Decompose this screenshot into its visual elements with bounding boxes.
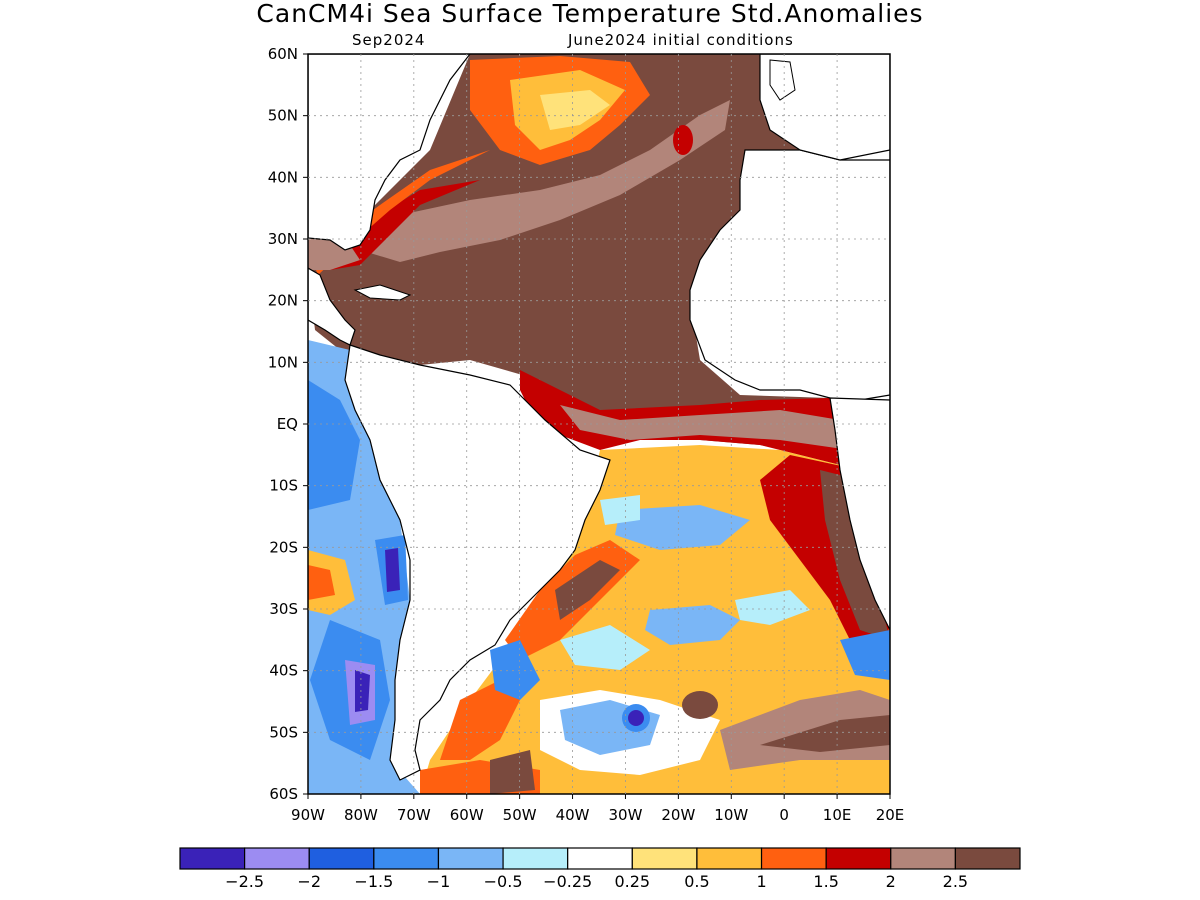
- labrador-warm-pale: [540, 90, 610, 130]
- colorbar: [179, 847, 1021, 870]
- subtitle-initial-conditions: June2024 initial conditions: [567, 31, 794, 49]
- lat-tick-label: 50N: [268, 107, 298, 125]
- colorbar-swatch: [373, 847, 440, 870]
- colorbar-swatch: [244, 847, 310, 870]
- brazil-current-brown: [555, 560, 620, 620]
- patagonia-shelf-cool: [490, 640, 540, 700]
- central-america-land: [308, 267, 356, 346]
- colorbar-label: 0.5: [684, 872, 709, 891]
- lon-tick-label: 90W: [291, 806, 325, 824]
- chile-coast-core: [385, 548, 400, 592]
- lat-tick-label: 60N: [268, 45, 298, 63]
- cool-patch-5: [735, 590, 810, 625]
- south-america-land: [344, 344, 611, 781]
- colorbar-swatch: [760, 847, 827, 870]
- cool-patch-4: [560, 625, 650, 670]
- lat-tick-label: 60S: [269, 785, 298, 803]
- colorbar-label: −2: [297, 872, 321, 891]
- benguela-brown: [820, 470, 890, 640]
- lat-tick-label: 40S: [269, 662, 298, 680]
- subantarctic-dark-band: [760, 715, 890, 752]
- lat-tick-label: 50S: [269, 723, 298, 741]
- lon-tick-label: 0: [779, 806, 789, 824]
- cool-patch-3: [645, 605, 740, 645]
- africa-land: [689, 149, 890, 401]
- lat-tick-label: 40N: [268, 168, 298, 186]
- colorbar-label: 0.25: [614, 872, 650, 891]
- se-pacific-core-2: [355, 670, 370, 712]
- lat-tick-label: 20S: [269, 538, 298, 556]
- latitude-ticks: 60N 50N 40N 30N 20N 10N EQ 10S 20S 30S 40S 50S 60S: [268, 45, 308, 803]
- lon-tick-label: 30W: [608, 806, 642, 824]
- lon-tick-label: 70W: [397, 806, 431, 824]
- colorbar-label: −2.5: [225, 872, 264, 891]
- mid-atlantic-red-spot: [673, 125, 693, 155]
- colorbar-swatch: [437, 847, 504, 870]
- patagonia-shelf-warm: [440, 680, 520, 760]
- colorbar-swatch: [696, 847, 763, 870]
- cool-core-inner: [628, 710, 644, 726]
- cool-patch-1: [615, 505, 750, 550]
- lon-tick-label: 60W: [450, 806, 484, 824]
- colorbar-label: −0.5: [484, 872, 523, 891]
- caribbean-light-band: [308, 230, 360, 270]
- colorbar-label: 2.5: [943, 872, 968, 891]
- lon-tick-label: 40W: [556, 806, 590, 824]
- equatorial-light-band: [560, 405, 850, 450]
- colorbar-swatch: [308, 847, 375, 870]
- colorbar-labels: −2.5 −2 −1.5 −1 −0.5 −0.25 0.25 0.5 1 1.5 2 2.5: [225, 872, 968, 891]
- south-atlantic-cool-east: [840, 630, 890, 680]
- colorbar-label: −1: [427, 872, 451, 891]
- lat-tick-label: 10N: [268, 353, 298, 371]
- lat-tick-label: EQ: [277, 415, 298, 433]
- se-pacific-cool-inner: [308, 380, 360, 510]
- longitude-ticks: 90W 80W 70W 60W 50W 40W 30W 20W 10W 0 10E 20E: [291, 794, 904, 824]
- colorbar-label: 1.5: [813, 872, 838, 891]
- subantarctic-brown-band: [720, 690, 890, 770]
- lat-tick-label: 20N: [268, 292, 298, 310]
- se-pacific-warm-orange: [308, 565, 335, 600]
- lon-tick-label: 80W: [344, 806, 378, 824]
- chart-title: CanCM4i Sea Surface Temperature Std.Anom…: [256, 0, 923, 28]
- colorbar-swatch: [502, 847, 569, 870]
- southern-africa-land: [829, 397, 890, 631]
- warm-eddy-brown: [682, 691, 718, 719]
- lat-tick-label: 30N: [268, 230, 298, 248]
- colorbar-swatch: [179, 847, 246, 870]
- colorbar-swatch: [631, 847, 698, 870]
- lon-tick-label: 10E: [823, 806, 852, 824]
- colorbar-label: 2: [886, 872, 896, 891]
- colorbar-label: −0.25: [543, 872, 592, 891]
- graticule: [308, 54, 890, 794]
- colorbar-swatch: [890, 847, 956, 870]
- colorbar-label: −1.5: [354, 872, 393, 891]
- cool-patch-2: [600, 495, 640, 525]
- lon-tick-label: 10W: [714, 806, 748, 824]
- lon-tick-label: 20E: [876, 806, 905, 824]
- gulf-stream-red: [330, 180, 480, 270]
- anomaly-map: [308, 54, 890, 794]
- drake-passage-brown: [490, 750, 535, 794]
- colorbar-swatch: [567, 847, 633, 870]
- colorbar-label: 1: [756, 872, 766, 891]
- lat-tick-label: 10S: [269, 477, 298, 495]
- north-america-land: [308, 54, 471, 251]
- lat-tick-label: 30S: [269, 600, 298, 618]
- lon-tick-label: 20W: [661, 806, 695, 824]
- colorbar-swatch: [825, 847, 892, 870]
- cuba-land: [353, 284, 412, 301]
- colorbar-swatch: [954, 847, 1021, 870]
- subtitle-month: Sep2024: [352, 31, 425, 49]
- lon-tick-label: 50W: [503, 806, 537, 824]
- british-isles-land: [769, 59, 796, 101]
- gulf-stream-band: [360, 100, 730, 262]
